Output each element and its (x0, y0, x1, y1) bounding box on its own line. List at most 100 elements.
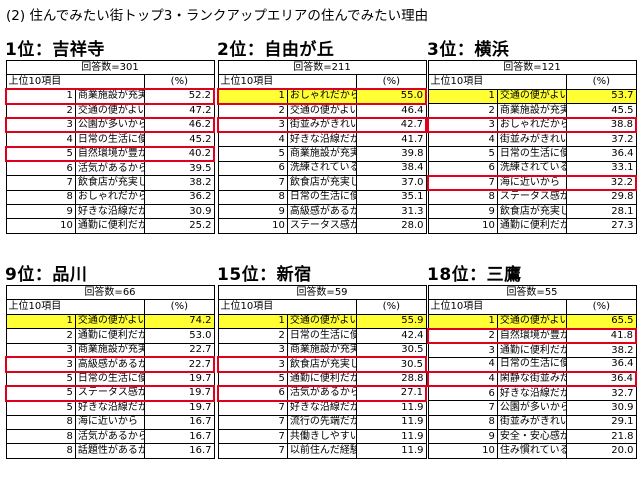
percent-value: 22.7 (144, 342, 215, 358)
respondent-count: 回答数=59 (217, 284, 427, 301)
ranking-table: 回答数=121上位10項目(%)1交通の便がよいから53.72商業施設が充実して… (426, 59, 638, 234)
percent-value: 16.7 (144, 414, 215, 430)
percent-value: 46.2 (144, 117, 216, 134)
block-heading: 2位：自由が丘 (217, 40, 335, 60)
ranking-block-kichijoji: 1位：吉祥寺回答数=301上位10項目(%)1商業施設が充実しているから52.2… (4, 40, 216, 234)
table-row: 6 活気があるから 39.5 (5, 160, 215, 177)
table-row: 9好きな沿線だから30.9 (5, 203, 215, 220)
table-row: 1交通の便がよいから55.9 (217, 313, 427, 330)
percent-value: 36.4 (566, 146, 637, 162)
table-row: 8 海に近いから 16.7 (5, 414, 215, 430)
table-row: 2交通の便がよいから47.2 (5, 103, 215, 119)
table-row: 1交通の便がよいから74.2 (5, 313, 215, 330)
reason-label: 商業施設が充実しているから (74, 88, 146, 105)
ranking-block-shinagawa: 9位：品川回答数=66上位10項目(%)1交通の便がよいから74.22通勤に便利… (4, 265, 216, 459)
percent-value: 39.8 (356, 146, 427, 162)
reason-label: 日常の生活に便利だから (74, 371, 146, 387)
rank-number: 7 (217, 175, 288, 191)
rank-number: 7 (217, 414, 288, 430)
respondents-row: 回答数=121 (427, 59, 637, 76)
reason-label: 通勤に便利だから (496, 342, 568, 358)
reason-label: 好きな沿線だから (286, 400, 358, 416)
table-row: 2通勤に便利だから53.0 (5, 328, 215, 344)
rank-number: 3 (4, 117, 76, 134)
column-header-row: 上位10項目 (%) (217, 299, 427, 315)
rank-number: 3 (426, 117, 498, 134)
reason-label: 自然環境が豊かだから (496, 327, 568, 345)
ranking-block-shinjuku: 15位：新宿回答数=59上位10項目(%)1交通の便がよいから55.92日常の生… (216, 265, 428, 459)
respondent-count: 回答数=55 (427, 284, 637, 301)
respondents-row: 回答数=55 (427, 284, 637, 301)
table-row: 4街並みがきれいだから37.2 (427, 131, 637, 148)
reason-label: 安全・安心感があるから (496, 428, 568, 445)
table-row: 9飲食店が充実しているから28.1 (427, 203, 637, 220)
percent-value: 52.2 (144, 88, 216, 105)
rank-number: 10 (5, 218, 76, 234)
rank-number: 1 (4, 88, 76, 105)
rank-number: 2 (217, 103, 288, 119)
percent-value: 41.8 (566, 327, 638, 345)
rank-number: 5 (4, 385, 76, 402)
percent-header: (%) (356, 299, 427, 315)
rank-number: 2 (5, 103, 76, 119)
reason-label: 商業施設が充実しているから (286, 342, 358, 358)
table-row: 5ステータス感があるから19.7 (4, 385, 216, 402)
reason-label: 日常の生活に便利だから (286, 189, 358, 205)
rank-number: 9 (5, 203, 76, 220)
reason-label: 街並みがきれいだから (286, 117, 358, 134)
rank-number: 8 (5, 189, 76, 205)
reason-label: 公園が多いから (496, 400, 568, 416)
reason-label: 交通の便がよいから (74, 313, 146, 330)
percent-value: 37.0 (356, 175, 427, 191)
respondents-row: 回答数=301 (5, 59, 215, 76)
rank-number: 9 (217, 203, 288, 220)
table-row: 3街並みがきれいだから42.7 (216, 117, 428, 134)
rank-number: 7 (427, 400, 498, 416)
block-heading: 18位：三鷹 (427, 265, 522, 285)
rank-number: 5 (217, 146, 288, 162)
table-row: 4日常の生活に便利だから45.2 (5, 131, 215, 148)
percent-value: 37.2 (566, 131, 637, 148)
percent-value: 11.9 (356, 400, 427, 416)
column-header: 上位10項目 (427, 74, 568, 90)
reason-label: 好きな沿線だから (74, 203, 146, 220)
rank-number: 7 (5, 175, 76, 191)
percent-value: 36.4 (566, 356, 637, 373)
rank-number: 7 (217, 443, 288, 459)
block-heading: 9位：品川 (5, 265, 88, 285)
percent-value: 53.7 (566, 88, 637, 105)
rank-number: 3 (217, 342, 288, 358)
reason-label: おしゃれだから (496, 117, 568, 134)
percent-value: 38.8 (566, 117, 638, 134)
rank-number: 4 (427, 356, 498, 373)
percent-value: 36.4 (566, 370, 638, 388)
page-title: (2) 住んでみたい街トップ3・ランクアップエリアの住んでみたい理由 (6, 8, 429, 24)
reason-label: 活気があるから (74, 160, 146, 177)
table-row: 4日常の生活に便利だから36.4 (427, 356, 637, 373)
rank-number: 4 (427, 131, 498, 148)
table-row: 5通勤に便利だから28.8 (217, 371, 427, 387)
percent-value: 53.0 (144, 328, 215, 344)
table-row: 6洗練されているから33.1 (427, 160, 637, 177)
block-heading: 3位：横浜 (427, 40, 510, 60)
rank-number: 5 (5, 371, 76, 387)
rank-number: 2 (426, 327, 498, 345)
table-row: 9高級感があるから31.3 (217, 203, 427, 220)
percent-value: 28.0 (356, 218, 427, 234)
percent-value: 45.2 (144, 131, 215, 148)
reason-label: 閑静な街並みだから (496, 370, 568, 388)
percent-value: 32.7 (566, 385, 637, 402)
rank-number: 1 (217, 313, 288, 330)
reason-label: 活気があるから (74, 428, 146, 445)
percent-value: 45.5 (566, 103, 637, 119)
percent-value: 29.1 (566, 414, 637, 430)
table-row: 3 おしゃれだから 38.8 (426, 117, 638, 134)
reason-label: 街並みがきれいだから (496, 414, 568, 430)
table-row: 8話題性があるから16.7 (5, 443, 215, 459)
percent-value: 28.8 (356, 371, 427, 387)
percent-value: 46.4 (356, 103, 427, 119)
reason-label: 日常の生活に便利だから (496, 356, 568, 373)
rank-number: 8 (5, 414, 76, 430)
column-header-row: 上位10項目 (%) (427, 299, 637, 315)
percent-header: (%) (144, 299, 215, 315)
